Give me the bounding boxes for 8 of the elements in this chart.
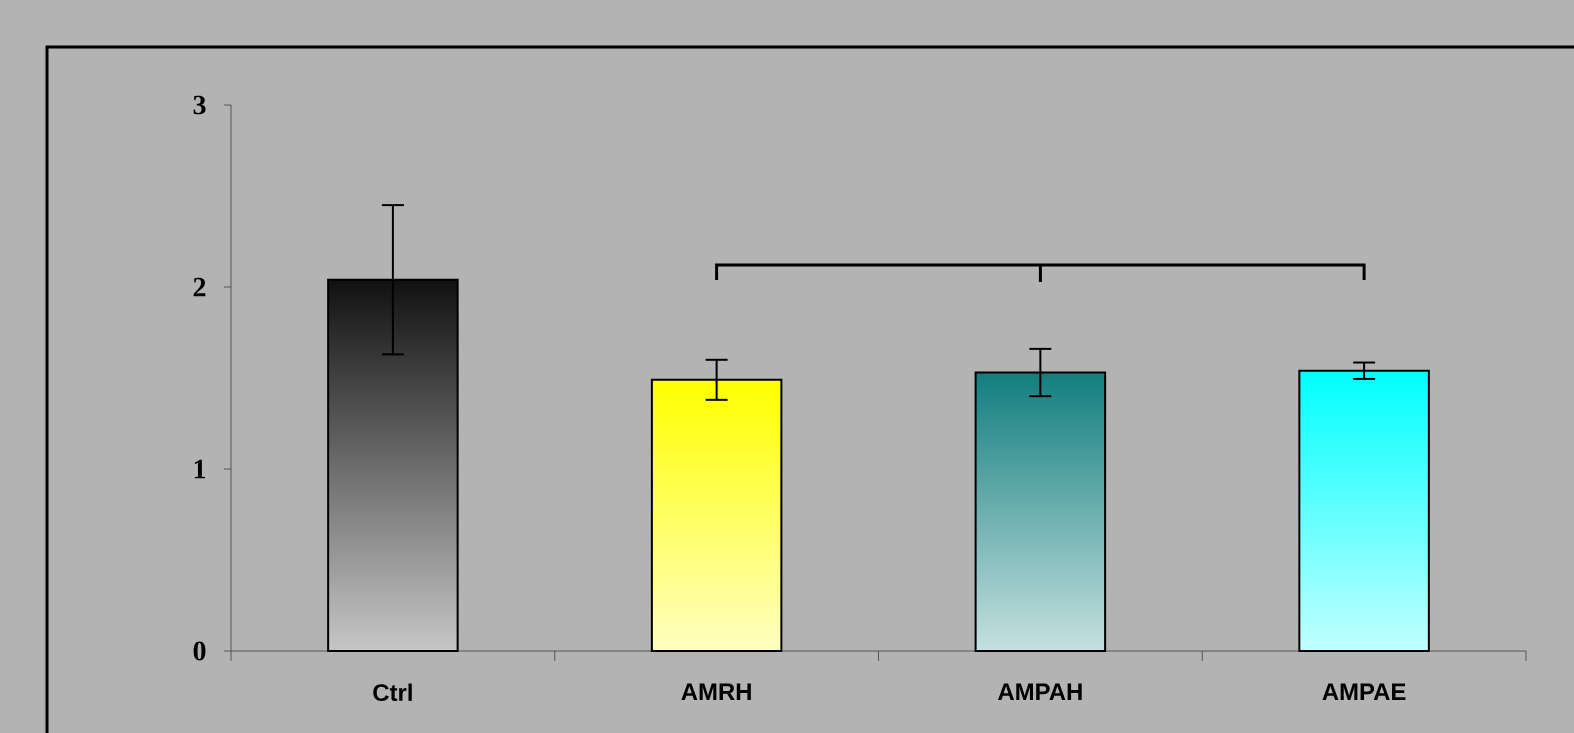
x-tick-label: Ctrl: [373, 683, 412, 702]
x-tick-label: AMRH: [681, 683, 751, 700]
y-tick-label: 3: [193, 95, 206, 115]
x-tick-label: AMPAH: [998, 683, 1082, 700]
y-tick-label: 0: [193, 641, 206, 661]
x-tick-label: AMPAE: [1322, 683, 1406, 700]
y-tick-label: 1: [194, 459, 206, 479]
y-tick-label: 2: [193, 277, 206, 297]
